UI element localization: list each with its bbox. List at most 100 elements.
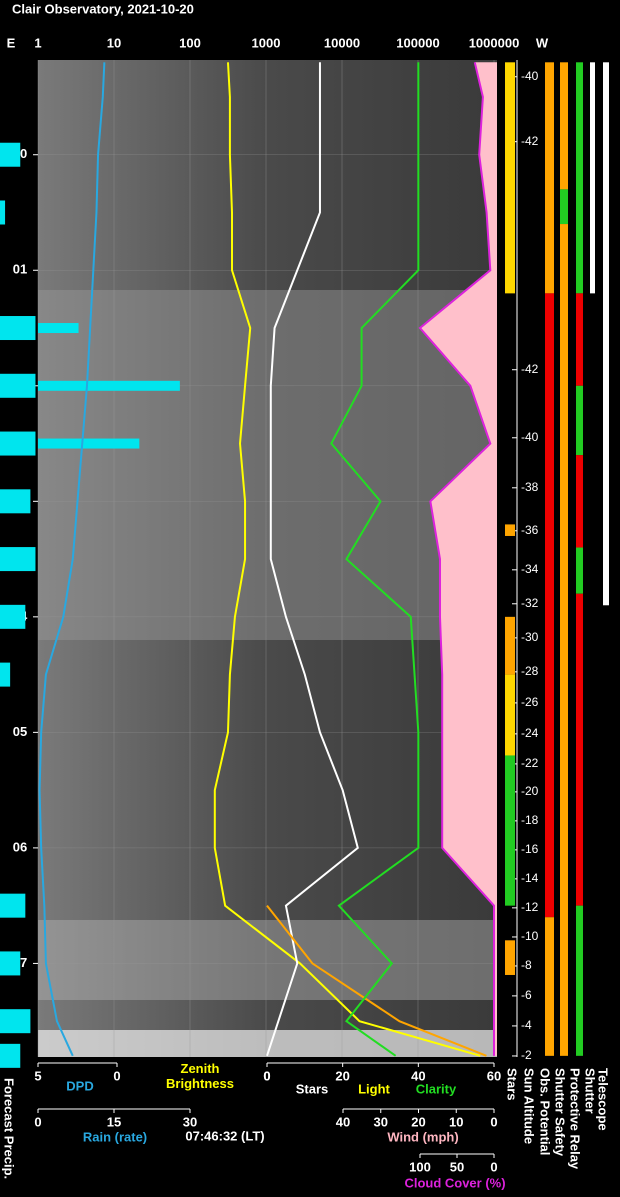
strip-segment — [545, 293, 554, 918]
sun-tick-label: -26 — [521, 695, 539, 709]
x2-tick-label: 40 — [336, 1114, 350, 1129]
forecast-bar — [0, 547, 36, 572]
sun-tick-label: -4 — [521, 1018, 532, 1032]
series-line — [38, 62, 106, 1057]
sun-tick-label: -14 — [521, 871, 539, 885]
sun-tick-label: -18 — [521, 813, 539, 827]
forecast-bar — [0, 893, 26, 918]
strip-segment — [505, 940, 515, 975]
strip-segment — [560, 189, 568, 225]
forecast-bar — [0, 200, 6, 225]
sun-tick-label: -20 — [521, 784, 539, 798]
strip-label: Telescope — [596, 1068, 611, 1131]
sun-tick-label: -38 — [521, 480, 539, 494]
x2-tick-label: 0 — [490, 1159, 497, 1174]
y-tick-label: 05 — [13, 724, 27, 739]
sun-tick-label: -34 — [521, 562, 539, 576]
strip-segment — [505, 616, 515, 675]
series-line — [266, 62, 359, 1057]
x2-tick-label: 15 — [107, 1114, 121, 1129]
strip-segment — [576, 593, 583, 906]
forecast-bar — [0, 951, 21, 976]
y-tick-label: 06 — [13, 839, 27, 854]
forecast-bar — [0, 142, 21, 167]
x-tick-label: 100000 — [396, 35, 439, 50]
forecast-bar — [0, 1009, 31, 1034]
cloud-band — [38, 290, 497, 640]
series-line — [418, 62, 495, 1056]
sky-image — [38, 60, 497, 1057]
strip-segment — [545, 62, 554, 294]
strip-label: Shutter Safety — [553, 1068, 568, 1157]
sun-tick-label: -22 — [521, 756, 539, 770]
strip-segment — [576, 62, 583, 294]
sun-tick-label: -2 — [521, 1048, 532, 1062]
x2-tick-label: 60 — [487, 1068, 501, 1083]
cloud-fill — [420, 62, 497, 1056]
sun-tick-label: -32 — [521, 596, 539, 610]
sun-tick-label: -6 — [521, 988, 532, 1002]
sun-tick-label: -8 — [521, 958, 532, 972]
cloud-band — [38, 920, 497, 1000]
x2-tick-label: 5 — [34, 1068, 41, 1083]
strip-segment — [603, 62, 609, 606]
y-tick-label: 01 — [13, 262, 27, 277]
sun-tick-label: -16 — [521, 842, 539, 856]
forecast-bar — [0, 431, 36, 456]
x2-tick-label: 0 — [113, 1068, 120, 1083]
x-tick-label: 1000000 — [469, 35, 520, 50]
axis-label: Rain (rate) — [83, 1129, 147, 1144]
sun-tick-label: -36 — [521, 523, 539, 537]
chart-title: Clair Observatory, 2021-10-20 — [12, 1, 194, 16]
x-tick-label: 10000 — [324, 35, 360, 50]
strip-label: Stars — [505, 1068, 520, 1101]
axis-label: Stars — [296, 1081, 329, 1096]
sun-tick-label: -40 — [521, 430, 539, 444]
x2-tick-label: 50 — [450, 1159, 464, 1174]
forecast-label: Forecast Precip. — [2, 1078, 17, 1179]
forecast-bar — [0, 489, 31, 514]
x-tick-label: 10 — [107, 35, 121, 50]
forecast-bar — [0, 1043, 21, 1068]
axis-label: Light — [358, 1081, 390, 1096]
strip-segment — [545, 917, 554, 1056]
rain-bar — [38, 323, 79, 334]
axis-label: Wind (mph) — [387, 1129, 458, 1144]
axis-label: Zenith Brightness — [166, 1061, 234, 1091]
x-tick-label: 100 — [179, 35, 201, 50]
strip-label: Protective Relay — [568, 1068, 583, 1170]
strip-segment — [505, 62, 515, 294]
rain-bar — [38, 438, 140, 449]
x2-tick-label: 0 — [490, 1114, 497, 1129]
strip-segment — [576, 385, 583, 456]
x2-tick-label: 20 — [411, 1114, 425, 1129]
strip-label: Shutter — [583, 1068, 598, 1114]
forecast-bar — [0, 373, 36, 398]
strip-segment — [505, 524, 515, 536]
rain-bar — [38, 380, 180, 391]
strip-segment — [560, 62, 568, 190]
strip-segment — [590, 62, 595, 294]
x-tick-label: 1 — [34, 35, 41, 50]
x-tick-label: 1000 — [252, 35, 281, 50]
x2-tick-label: 30 — [183, 1114, 197, 1129]
sun-tick-label: -42 — [521, 134, 539, 148]
sun-tick-label: -24 — [521, 726, 539, 740]
strip-segment — [560, 224, 568, 1056]
forecast-bar — [0, 604, 26, 629]
forecast-bar — [0, 662, 11, 687]
sun-tick-label: -40 — [521, 69, 539, 83]
forecast-bar — [0, 316, 36, 341]
strip-label: Obs. Potential — [538, 1068, 553, 1155]
x2-tick-label: 0 — [34, 1114, 41, 1129]
x2-tick-label: 10 — [449, 1114, 463, 1129]
x2-tick-label: 30 — [374, 1114, 388, 1129]
sun-altitude-label: Sun Altitude — [522, 1068, 537, 1144]
east-label: E — [7, 35, 16, 50]
strip-segment — [576, 455, 583, 548]
series-line — [213, 62, 481, 1057]
strip-segment — [576, 547, 583, 594]
series-line — [266, 905, 487, 1057]
